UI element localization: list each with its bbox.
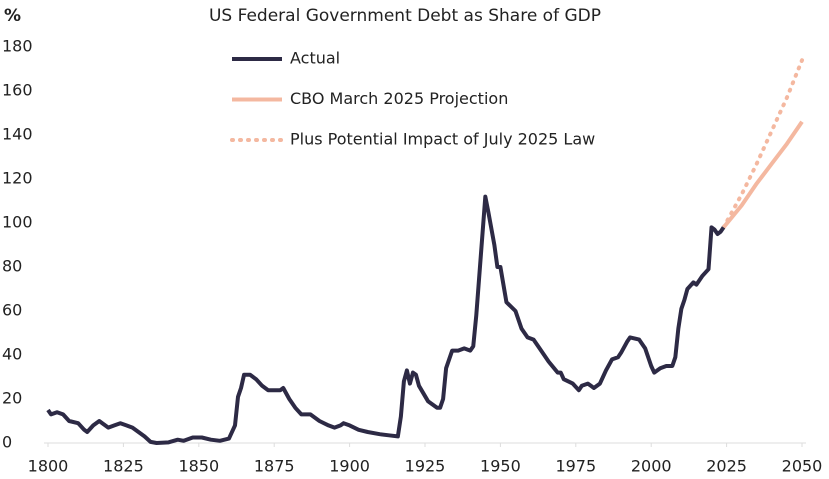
- y-tick-label: 180: [2, 37, 33, 56]
- x-tick-label: 1900: [329, 457, 370, 476]
- x-tick-label: 2025: [706, 457, 747, 476]
- y-tick-label: 20: [2, 389, 22, 408]
- series-line: [722, 120, 804, 229]
- x-tick-label: 1800: [28, 457, 69, 476]
- x-tick-label: 1875: [254, 457, 295, 476]
- x-tick-label: 1850: [178, 457, 219, 476]
- y-tick-label: 120: [2, 169, 33, 188]
- x-tick-label: 2000: [631, 457, 672, 476]
- x-tick-label: 1975: [555, 457, 596, 476]
- y-tick-label: 40: [2, 345, 22, 364]
- legend-label: Actual: [290, 49, 340, 68]
- legend-label: Plus Potential Impact of July 2025 Law: [290, 130, 595, 149]
- y-tick-label: 60: [2, 301, 22, 320]
- x-tick-label: 1925: [405, 457, 446, 476]
- chart-title: US Federal Government Debt as Share of G…: [209, 6, 601, 26]
- y-tick-label: 100: [2, 213, 33, 232]
- y-tick-label: 80: [2, 257, 22, 276]
- x-tick-label: 1825: [103, 457, 144, 476]
- y-tick-label: 140: [2, 125, 33, 144]
- series-line: [721, 58, 804, 230]
- x-tick-label: 1950: [480, 457, 521, 476]
- y-axis-label: %: [4, 6, 21, 26]
- legend-label: CBO March 2025 Projection: [290, 89, 508, 108]
- x-tick-label: 2050: [782, 457, 823, 476]
- series-line: [46, 194, 726, 445]
- y-tick-label: 160: [2, 81, 33, 100]
- y-tick-label: 0: [2, 433, 12, 452]
